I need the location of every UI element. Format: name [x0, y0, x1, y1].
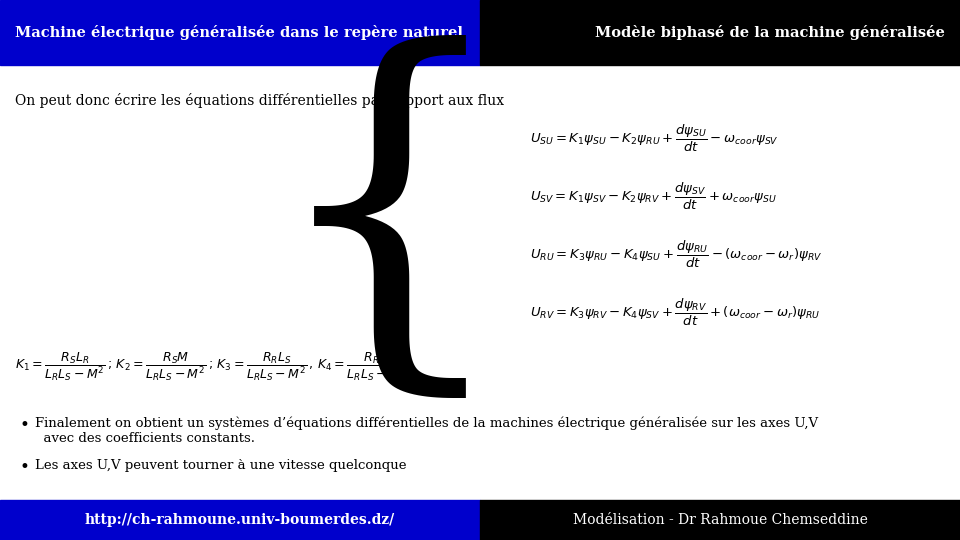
Text: Machine électrique généralisée dans le repère naturel: Machine électrique généralisée dans le r…: [15, 25, 463, 40]
Bar: [0, 500, 480, 540]
Text: $U_{SV} = K_1\psi_{SV} - K_2\psi_{RV} + \dfrac{d\psi_{SV}}{dt} + \omega_{coor}\p: $U_{SV} = K_1\psi_{SV} - K_2\psi_{RV} + …: [530, 180, 777, 212]
Text: On peut donc écrire les équations différentielles par rapport aux flux: On peut donc écrire les équations différ…: [15, 93, 504, 108]
Text: $U_{RU} = K_3\psi_{RU} - K_4\psi_{SU} + \dfrac{d\psi_{RU}}{dt} - (\omega_{coor} : $U_{RU} = K_3\psi_{RU} - K_4\psi_{SU} + …: [530, 239, 823, 269]
Text: http://ch-rahmoune.univ-boumerdes.dz/: http://ch-rahmoune.univ-boumerdes.dz/: [84, 513, 396, 527]
Text: $K_1 = \dfrac{R_S L_R}{L_R L_S - M^2}\,;\, K_2 = \dfrac{R_S M}{L_R L_S - M^2}\,;: $K_1 = \dfrac{R_S L_R}{L_R L_S - M^2}\,;…: [15, 351, 408, 383]
Text: Les axes U,V peuvent tourner à une vitesse quelconque: Les axes U,V peuvent tourner à une vites…: [35, 459, 406, 472]
Text: •: •: [20, 459, 30, 476]
Text: Finalement on obtient un systèmes d’équations différentielles de la machines éle: Finalement on obtient un systèmes d’équa…: [35, 417, 818, 445]
Text: $U_{SU} = K_1\psi_{SU} - K_2\psi_{RU} + \dfrac{d\psi_{SU}}{dt} - \omega_{coor}\p: $U_{SU} = K_1\psi_{SU} - K_2\psi_{RU} + …: [530, 123, 779, 153]
Text: Modélisation - Dr Rahmoue Chemseddine: Modélisation - Dr Rahmoue Chemseddine: [572, 513, 868, 527]
Bar: [0, 0, 480, 65]
Text: {: {: [265, 35, 515, 415]
Text: •: •: [20, 417, 30, 434]
Text: $U_{RV} = K_3\psi_{RV} - K_4\psi_{SV} + \dfrac{d\psi_{RV}}{dt} + (\omega_{coor} : $U_{RV} = K_3\psi_{RV} - K_4\psi_{SV} + …: [530, 296, 820, 328]
Bar: [480, 500, 960, 540]
Text: Modèle biphasé de la machine généralisée: Modèle biphasé de la machine généralisée: [595, 25, 945, 40]
Bar: [480, 0, 960, 65]
